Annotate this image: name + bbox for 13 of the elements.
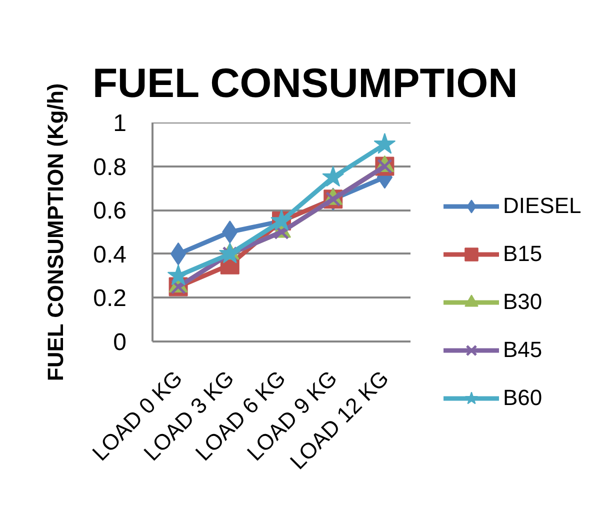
y-tick-label: 0.2 [93, 285, 127, 312]
y-tick-label: 0 [113, 329, 127, 356]
y-tick-label: 0.8 [93, 154, 127, 181]
legend-label: B30 [503, 289, 542, 315]
legend-label: B15 [503, 241, 542, 267]
legend-label: B60 [503, 385, 542, 411]
legend-label: DIESEL [503, 193, 582, 219]
legend-label: B45 [503, 337, 542, 363]
y-tick-label: 0.4 [93, 241, 127, 268]
y-axis-title: FUEL CONSUMPTION (Kg/h) [43, 83, 68, 382]
y-tick-label: 1 [113, 110, 127, 137]
y-tick-label: 0.6 [93, 198, 127, 225]
chart-title: FUEL CONSUMPTION [92, 60, 518, 106]
